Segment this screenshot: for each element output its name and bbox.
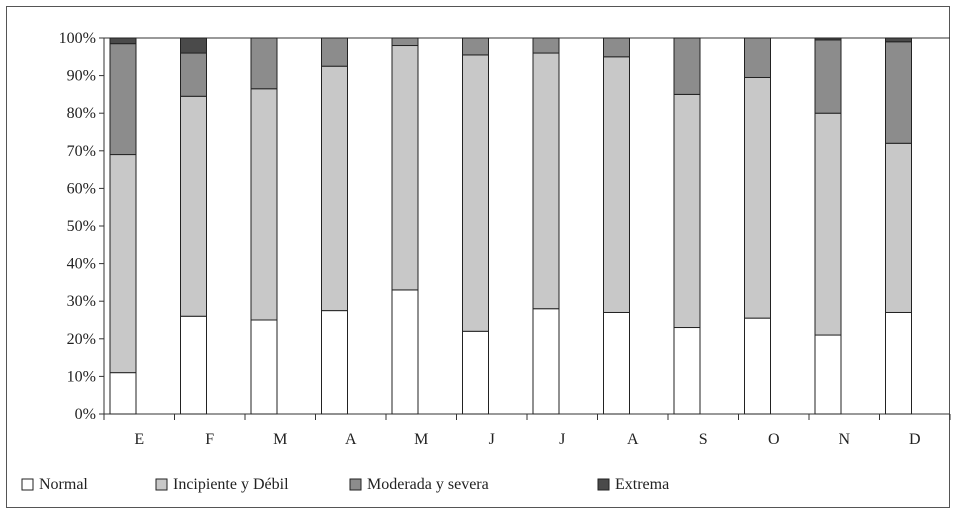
x-tick-label: A [627,431,639,448]
y-tick-label: 20% [67,331,96,348]
bar-segment [532,308,560,415]
x-tick-label: M [273,431,287,448]
y-tick-label: 0% [75,406,96,423]
bar-segment [885,142,912,313]
bar-segment [180,315,207,415]
y-tick-label: 30% [67,293,96,310]
chart-frame [6,6,950,508]
y-tick-label: 90% [67,68,96,85]
chart-tick-labels: 0% 10% 20% 30% 40% 50% 60% 70% 80% 90% 100% E F M A M J J… [59,30,921,448]
y-tick-label: 60% [67,180,96,197]
x-tick-label: M [414,431,428,448]
chart-legend: Normal Incipiente y Débil Moderada y sever… [21,476,669,493]
bar-segment [603,56,630,313]
x-tick-label: F [205,431,214,448]
y-tick-label: 80% [67,105,96,122]
y-tick-label: 100% [59,30,96,47]
bar-segment [250,37,278,90]
bar-segment [180,52,207,97]
legend-label: Extrema [615,476,669,493]
bar-segment [391,289,419,415]
bar-segment [885,37,912,43]
bar-segment [532,52,560,310]
bar-segment [603,311,630,415]
chart-axes [99,37,951,420]
legend-label: Moderada y severa [367,476,489,493]
bar-segment [391,45,419,291]
legend-swatch [21,478,34,491]
bar-segment [744,317,771,415]
bar-segment [109,154,137,374]
chart-bars [109,37,912,415]
x-tick-label: J [559,431,565,448]
bar-segment [462,54,489,332]
bar-segment [744,76,771,319]
legend-label: Normal [39,476,88,493]
y-tick-label: 10% [67,368,96,385]
bar-segment [321,310,348,415]
bar-segment [250,319,278,415]
bar-segment [814,112,842,336]
bar-segment [673,327,701,415]
y-tick-label: 70% [67,143,96,160]
x-tick-label: S [699,431,708,448]
x-tick-label: N [838,431,850,448]
bar-segment [814,37,842,41]
bar-segment [321,37,348,67]
bar-segment [673,37,701,95]
bar-segment [180,95,207,317]
bar-segment [321,65,348,312]
bar-segment [109,43,137,156]
bar-segment [814,39,842,114]
bar-segment [109,37,137,45]
x-tick-label: J [489,431,495,448]
legend-swatch [349,478,362,491]
bar-segment [885,41,912,144]
bar-segment [462,37,489,56]
x-tick-label: D [909,431,921,448]
bar-segment [814,334,842,415]
bar-segment [744,37,771,78]
legend-swatch [597,478,610,491]
bar-segment [673,93,701,329]
y-tick-label: 40% [67,256,96,273]
y-tick-label: 50% [67,218,96,235]
legend-swatch [155,478,168,491]
bar-segment [180,37,207,54]
legend-label: Incipiente y Débil [173,476,289,493]
bar-segment [109,372,137,415]
bar-segment [532,37,560,54]
bar-segment [885,311,912,415]
x-tick-label: A [345,431,357,448]
bar-segment [603,37,630,58]
x-tick-label: E [134,431,144,448]
bar-segment [391,37,419,47]
x-tick-label: O [768,431,780,448]
bar-segment [250,88,278,321]
bar-segment [462,330,489,415]
